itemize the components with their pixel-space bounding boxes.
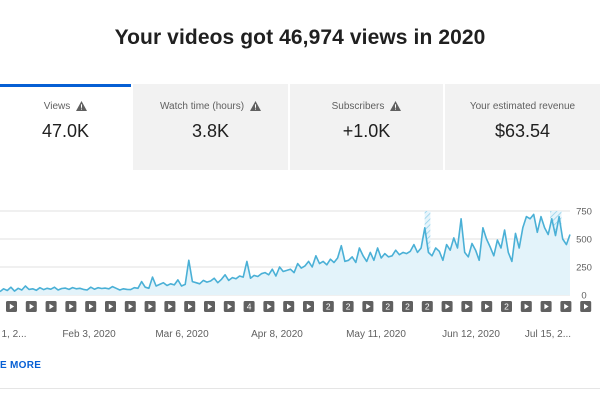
video-published-icon[interactable] [303,301,314,312]
video-published-icon[interactable] [105,301,116,312]
divider [0,388,600,389]
see-more-link[interactable]: E MORE [0,360,42,371]
video-published-icon[interactable] [85,301,97,312]
video-published-icon[interactable] [25,301,37,312]
views-line[interactable] [0,213,571,293]
video-published-icon[interactable] [164,301,176,312]
video-published-icon[interactable] [6,301,17,312]
tab-subscribers[interactable]: Subscribers +1.0K [290,84,443,170]
stat-tabs: Views 47.0K Watch time (hours) 3.8K Subs… [0,84,600,170]
video-count-label: 2 [385,302,390,312]
video-published-icon[interactable] [144,301,156,312]
tab-subscribers-value: +1.0K [342,121,391,141]
video-markers: 42222222 [6,301,592,312]
tab-subscribers-label: Subscribers [331,101,385,112]
video-published-icon[interactable] [461,301,473,312]
multiple-videos-icon[interactable]: 2 [402,301,413,312]
y-tick-label: 750 [576,207,592,218]
video-published-icon[interactable] [124,301,136,312]
tab-revenue[interactable]: Your estimated revenue $63.54 [445,84,600,170]
y-tick-label: 0 [581,291,586,302]
video-published-icon[interactable] [481,301,493,312]
video-count-label: 4 [247,302,252,312]
tab-watch-time-value: 3.8K [191,121,230,141]
video-published-icon[interactable] [263,301,275,312]
x-tick-label: Jun 12, 2020 [442,329,500,340]
video-published-icon[interactable] [520,301,532,312]
video-published-icon[interactable] [223,301,235,312]
video-count-label: 2 [425,302,430,312]
x-tick-label: Jul 15, 2... [525,329,571,340]
video-published-icon[interactable] [65,301,77,312]
tab-revenue-label: Your estimated revenue [469,101,576,112]
warning-icon[interactable] [250,101,262,111]
y-tick-label: 500 [576,235,592,246]
multiple-videos-icon[interactable]: 2 [322,301,334,312]
video-published-icon[interactable] [184,301,196,312]
x-tick-label: Mar 6, 2020 [155,329,209,340]
video-published-icon[interactable] [362,301,374,312]
x-tick-label: Apr 8, 2020 [251,329,303,340]
video-count-label: 2 [504,302,509,312]
video-published-icon[interactable] [560,301,572,312]
video-published-icon[interactable] [580,301,592,312]
views-area [0,214,570,295]
x-tick-label: Feb 3, 2020 [62,329,116,340]
multiple-videos-icon[interactable]: 2 [342,301,354,312]
page-title: Your videos got 46,974 views in 2020 [114,26,486,49]
y-tick-label: 250 [576,263,592,274]
video-count-label: 2 [405,302,410,312]
video-published-icon[interactable] [45,301,57,312]
x-tick-label: 1, 2... [1,329,26,340]
warning-icon[interactable] [390,101,402,111]
x-tick-label: May 11, 2020 [346,329,406,340]
tab-watch-time[interactable]: Watch time (hours) 3.8K [133,84,288,170]
tab-revenue-value: $63.54 [494,121,551,141]
video-count-label: 2 [326,302,331,312]
tab-watch-time-label: Watch time (hours) [159,101,245,112]
multiple-videos-icon[interactable]: 2 [421,301,433,312]
tab-views-value: 47.0K [41,121,90,141]
video-published-icon[interactable] [441,301,453,312]
video-count-label: 2 [346,302,351,312]
video-published-icon[interactable] [283,301,295,312]
tab-views-label: Views [43,101,71,112]
multiple-videos-icon[interactable]: 2 [501,301,512,312]
warning-icon[interactable] [76,101,88,111]
multiple-videos-icon[interactable]: 2 [382,301,394,312]
tab-views[interactable]: Views 47.0K [0,84,131,170]
y-axis-labels: 750 500 250 0 [576,207,592,302]
x-axis-labels: 1, 2... Feb 3, 2020 Mar 6, 2020 Apr 8, 2020… [1,329,571,340]
video-published-icon[interactable] [540,301,552,312]
video-published-icon[interactable] [204,301,215,312]
multiple-videos-icon[interactable]: 4 [243,301,255,312]
